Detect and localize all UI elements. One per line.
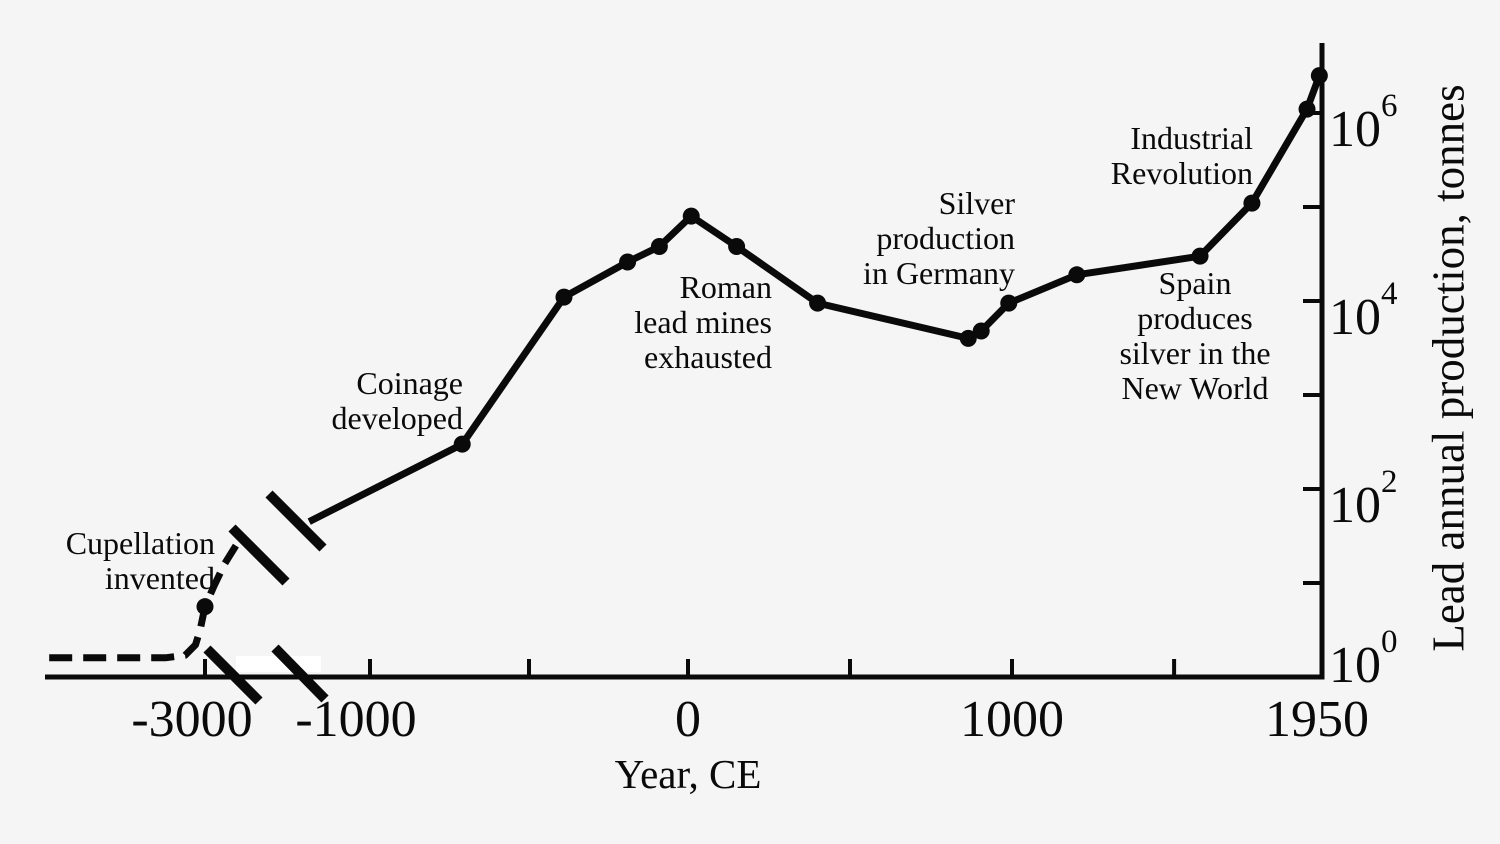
annotation-industrial: Industrial Revolution (1111, 121, 1253, 191)
x-tick-label: 1000 (960, 691, 1064, 748)
annotation-line: Silver (938, 185, 1015, 221)
axis-break-mark (203, 645, 263, 705)
dashed-series-line (49, 543, 239, 662)
annotation-line: New World (1121, 370, 1269, 406)
data-point-dot (555, 288, 573, 306)
data-point-dot (728, 238, 746, 256)
y-tick-label: 106 (1329, 90, 1398, 156)
annotation-spain-newworld: Spain produces silver in the New World (1119, 266, 1270, 406)
data-point-dot (972, 322, 990, 340)
annotation-cupellation: Cupellation invented (66, 526, 215, 596)
annotation-line: silver in the (1119, 335, 1271, 371)
annotation-line: developed (331, 400, 464, 436)
annotation-line: Revolution (1110, 155, 1253, 191)
data-point-dot (1000, 294, 1018, 312)
annotation-line: production (876, 220, 1015, 256)
y-tick-exponent: 2 (1381, 464, 1398, 500)
annotation-roman-mines: Roman lead mines exhausted (634, 270, 772, 375)
data-point-dot (619, 253, 637, 271)
axis-break-mark (271, 644, 329, 703)
y-tick-base: 10 (1329, 289, 1381, 346)
data-point-dot (682, 207, 700, 225)
y-axis-title: Lead annual production, tonnes (1423, 84, 1474, 652)
annotation-line: exhausted (644, 339, 772, 375)
y-tick-exponent: 0 (1381, 624, 1398, 660)
annotation-silver-germany: Silver production in Germany (863, 186, 1015, 291)
annotation-line: Industrial (1130, 120, 1253, 156)
x-tick-label: -3000 (131, 691, 253, 748)
annotation-line: Cupellation (65, 525, 215, 561)
x-axis-title: Year, CE (614, 751, 762, 797)
solid-series-line (307, 74, 1323, 525)
y-tick-label: 104 (1329, 278, 1398, 344)
data-point-dot (1243, 194, 1261, 212)
axis-break-mark (265, 490, 327, 552)
data-point-dot (1068, 266, 1086, 284)
annotation-line: lead mines (634, 304, 772, 340)
data-point-dot (959, 329, 977, 347)
y-tick-exponent: 4 (1381, 276, 1398, 312)
y-tick-base: 10 (1329, 477, 1381, 534)
y-tick-label: 102 (1329, 466, 1398, 532)
annotation-line: Spain (1158, 265, 1232, 301)
data-point-dot (196, 598, 214, 616)
data-point-dot (809, 294, 827, 312)
annotation-coinage: Coinage developed (332, 366, 464, 436)
data-point-dot (1298, 100, 1316, 118)
y-tick-exponent: 6 (1381, 88, 1398, 124)
annotation-line: Roman (679, 269, 772, 305)
data-point-dot (1191, 247, 1209, 265)
x-tick-label: -1000 (295, 691, 417, 748)
annotation-line: invented (104, 560, 215, 596)
y-tick-base: 10 (1329, 637, 1381, 694)
y-tick-base: 10 (1329, 101, 1381, 158)
annotation-line: produces (1137, 300, 1253, 336)
data-point-dot (1310, 67, 1328, 85)
axis-break-mark (228, 524, 290, 586)
data-point-dot (453, 435, 471, 453)
x-tick-label: 0 (675, 691, 701, 748)
annotation-line: Coinage (356, 365, 463, 401)
x-tick-label: 1950 (1265, 691, 1369, 748)
y-tick-label: 100 (1329, 626, 1398, 692)
data-point-dot (650, 238, 668, 256)
annotation-line: in Germany (863, 255, 1015, 291)
